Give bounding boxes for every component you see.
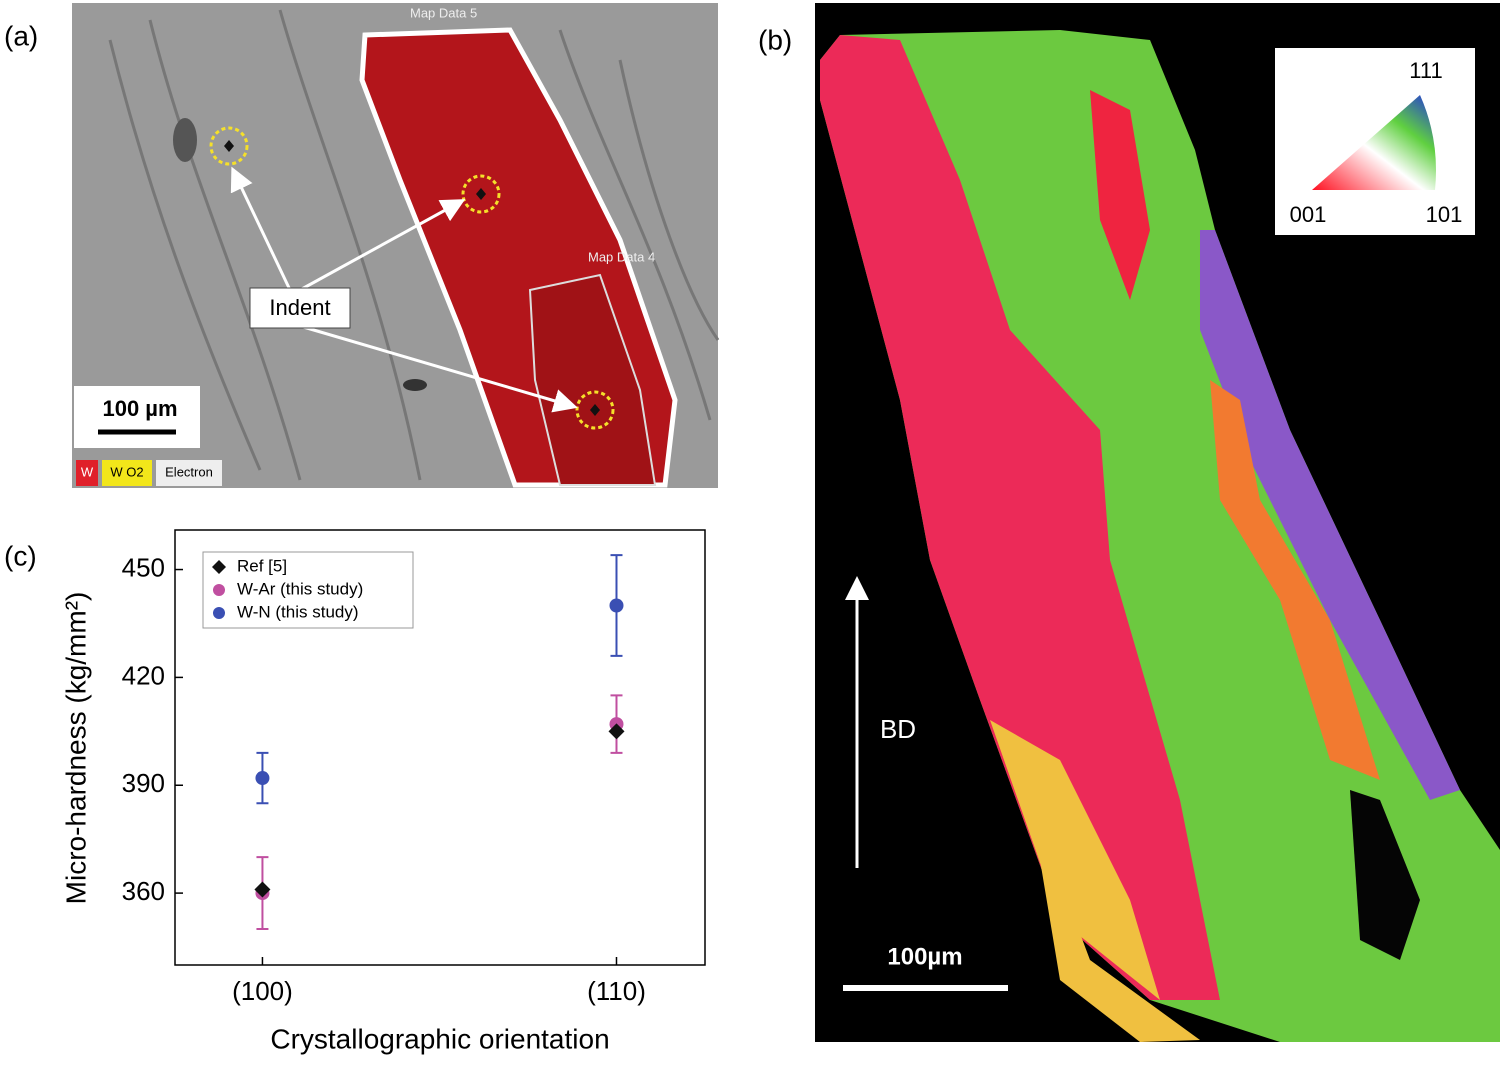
arrow: [299, 324, 578, 413]
legend-label: W: [81, 464, 94, 479]
panel-c: Crystallographic orientation Micro-hardn…: [60, 529, 706, 1054]
y-axis-label: Micro-hardness (kg/mm²): [60, 592, 91, 905]
ipf-label: 101: [1426, 202, 1463, 227]
indent-marker: [461, 174, 501, 214]
x-tick-label: (110): [587, 976, 646, 1006]
legend-marker: [212, 560, 226, 574]
panel-label: (c): [4, 540, 37, 571]
grain: [1210, 380, 1380, 780]
legend-swatch: [76, 460, 98, 486]
pore: [403, 379, 427, 391]
legend-label: W-N (this study): [237, 602, 359, 621]
y-tick-label: 420: [122, 660, 165, 690]
surface-texture: [108, 9, 720, 481]
scale-bar-box: [74, 386, 200, 448]
pore: [173, 118, 197, 162]
indent-label-box: [249, 287, 351, 329]
direction-label: BD: [880, 714, 916, 744]
grain: [1200, 230, 1460, 800]
y-tick-label: 450: [122, 552, 165, 582]
x-tick-label: (100): [232, 976, 293, 1006]
unindexed: [1350, 790, 1420, 960]
y-tick-label: 360: [122, 876, 165, 906]
panel-a: Map Data 5 Map Data 4 Indent 100 µm W W …: [72, 3, 720, 488]
grain: [1090, 90, 1150, 300]
scale-bar-label: 100 µm: [102, 396, 177, 421]
marker: [254, 881, 271, 898]
marker: [255, 771, 270, 786]
ipf-triangle: [1312, 95, 1436, 190]
indent-marker: [209, 126, 249, 166]
legend-swatch: [156, 460, 222, 486]
marker: [609, 598, 624, 613]
legend-label: Ref [5]: [237, 556, 287, 575]
arrow: [299, 199, 466, 292]
y-tick-label: 390: [122, 768, 165, 798]
x-axis-label: Crystallographic orientation: [270, 1023, 609, 1054]
legend-marker: [213, 584, 225, 596]
plot-frame: [174, 529, 706, 966]
legend-label: W O2: [110, 464, 143, 479]
legend-label: Electron: [165, 464, 213, 479]
legend-box: [202, 551, 414, 629]
indent-label: Indent: [269, 295, 330, 320]
map-label: Map Data 4: [588, 249, 655, 264]
ipf-label: 001: [1290, 202, 1327, 227]
panel-label: (a): [4, 20, 38, 51]
legend-label: W-Ar (this study): [237, 579, 363, 598]
ipf-label: 111: [1409, 58, 1442, 83]
legend-swatch: [102, 460, 152, 486]
marker: [608, 723, 625, 740]
panel-label: (b): [758, 24, 792, 55]
map-label: Map Data 5: [410, 5, 477, 20]
grain: [990, 720, 1200, 1042]
grain: [820, 35, 1220, 1000]
legend-marker: [213, 607, 225, 619]
panel-b: 111 001 101 BD 100µm: [815, 3, 1500, 1042]
scale-bar-label: 100µm: [887, 943, 962, 970]
arrow: [230, 166, 292, 291]
eds-map-inner: [528, 273, 657, 486]
